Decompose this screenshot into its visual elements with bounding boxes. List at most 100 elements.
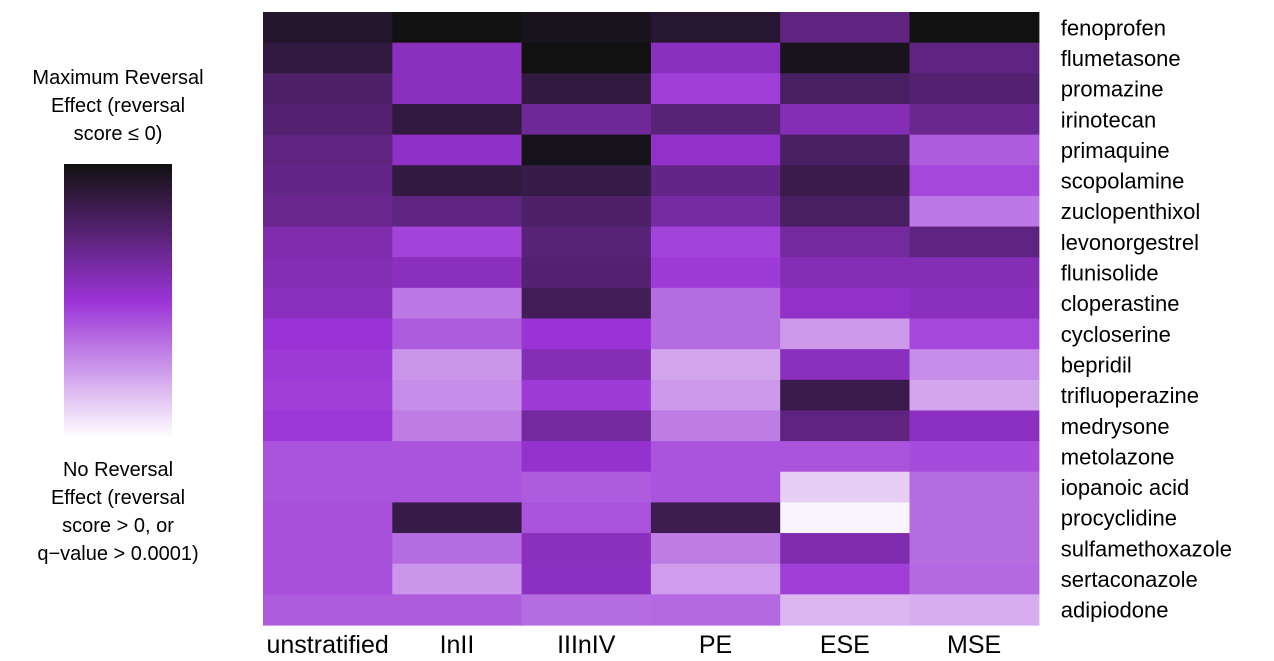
heatmap-cell-16-0 xyxy=(263,502,393,534)
heatmap-cell-8-5 xyxy=(909,257,1040,289)
heatmap-cell-3-5 xyxy=(909,103,1040,136)
heatmap-cell-1-0 xyxy=(263,42,393,74)
heatmap-cell-15-5 xyxy=(909,471,1040,503)
heatmap-cell-15-3 xyxy=(650,471,781,503)
legend-max-line-1: Maximum Reversal xyxy=(32,67,204,89)
heatmap-cell-12-2 xyxy=(521,379,652,412)
heatmap-cell-19-2 xyxy=(521,594,652,626)
row-label: adipiodone xyxy=(1061,598,1169,623)
heatmap-cell-3-2 xyxy=(521,103,652,136)
heatmap-cell-14-1 xyxy=(392,441,523,473)
heatmap-cell-14-0 xyxy=(263,441,393,473)
heatmap-row-labels: fenoprofen flumetasone promazine irinotecan… xyxy=(1061,15,1232,622)
heatmap-cell-16-1 xyxy=(392,502,523,534)
heatmap-cell-1-1 xyxy=(392,42,523,74)
row-label: cycloserine xyxy=(1061,322,1171,347)
heatmap-cell-16-2 xyxy=(521,502,652,534)
heatmap-cell-4-4 xyxy=(780,134,911,166)
heatmap-cell-4-5 xyxy=(909,134,1040,166)
heatmap-cell-5-1 xyxy=(392,165,523,197)
heatmap-cell-6-2 xyxy=(521,195,652,228)
row-label: trifluoperazine xyxy=(1061,383,1199,408)
row-label: scopolamine xyxy=(1061,169,1185,194)
heatmap-cell-1-5 xyxy=(909,42,1040,74)
row-label: flunisolide xyxy=(1061,261,1159,286)
heatmap-cell-11-4 xyxy=(780,349,911,381)
heatmap-cell-8-0 xyxy=(263,257,393,289)
heatmap-cell-5-4 xyxy=(780,165,911,197)
heatmap-cell-12-1 xyxy=(392,379,523,412)
heatmap-cell-10-2 xyxy=(521,318,652,350)
heatmap-cell-10-0 xyxy=(263,318,393,350)
heatmap-cell-17-3 xyxy=(650,533,781,565)
row-label: bepridil xyxy=(1061,352,1132,377)
row-label: levonorgestrel xyxy=(1061,230,1199,255)
row-label: metolazone xyxy=(1061,444,1175,469)
row-label: sertaconazole xyxy=(1061,567,1198,592)
heatmap-cell-4-0 xyxy=(263,134,393,166)
heatmap-cell-7-5 xyxy=(909,226,1040,258)
heatmap-cell-10-5 xyxy=(909,318,1040,350)
heatmap-cell-5-2 xyxy=(521,165,652,197)
row-label: medrysone xyxy=(1061,414,1170,439)
heatmap-cell-8-2 xyxy=(521,257,652,289)
heatmap-cell-9-3 xyxy=(650,287,781,320)
row-label: primaquine xyxy=(1061,138,1170,163)
heatmap-cell-3-1 xyxy=(392,103,523,136)
heatmap-cell-7-2 xyxy=(521,226,652,258)
heatmap-cell-0-2 xyxy=(521,12,652,44)
heatmap-cell-8-4 xyxy=(780,257,911,289)
heatmap-cell-3-0 xyxy=(263,103,393,136)
heatmap-cell-15-4 xyxy=(780,471,911,503)
heatmap-cell-0-1 xyxy=(392,12,523,44)
heatmap-cell-5-5 xyxy=(909,165,1040,197)
heatmap-cell-5-0 xyxy=(263,165,393,197)
row-label: fenoprofen xyxy=(1061,15,1166,40)
heatmap-cell-9-5 xyxy=(909,287,1040,320)
heatmap-cell-1-4 xyxy=(780,42,911,74)
heatmap-cell-8-3 xyxy=(650,257,781,289)
heatmap-cell-18-1 xyxy=(392,563,523,595)
heatmap-cell-19-1 xyxy=(392,594,523,626)
heatmap-cell-2-3 xyxy=(650,73,781,105)
column-label: unstratified xyxy=(267,631,389,659)
heatmap-cell-2-1 xyxy=(392,73,523,105)
heatmap-cell-2-0 xyxy=(263,73,393,105)
heatmap-cell-9-0 xyxy=(263,287,393,320)
heatmap-cell-9-2 xyxy=(521,287,652,320)
heatmap-cell-14-2 xyxy=(521,441,652,473)
heatmap-cell-17-0 xyxy=(263,533,393,565)
heatmap-cell-7-0 xyxy=(263,226,393,258)
heatmap-cells xyxy=(263,12,1040,626)
heatmap-cell-1-3 xyxy=(650,42,781,74)
row-label: cloperastine xyxy=(1061,291,1180,316)
heatmap-cell-6-5 xyxy=(909,195,1040,228)
heatmap-cell-13-1 xyxy=(392,410,523,442)
heatmap-cell-6-3 xyxy=(650,195,781,228)
column-label: IIInIV xyxy=(557,631,616,659)
heatmap-cell-18-3 xyxy=(650,563,781,595)
legend-max-line-2: Effect (reversal xyxy=(50,95,186,117)
heatmap-cell-17-1 xyxy=(392,533,523,565)
heatmap-cell-13-3 xyxy=(650,410,781,442)
column-label: MSE xyxy=(947,631,1001,659)
legend-min-line-4: q−value > 0.0001) xyxy=(37,543,199,565)
heatmap-cell-17-5 xyxy=(909,533,1040,565)
heatmap-cell-17-4 xyxy=(780,533,911,565)
heatmap-cell-10-3 xyxy=(650,318,781,350)
heatmap-cell-18-5 xyxy=(909,563,1040,595)
heatmap-cell-2-2 xyxy=(521,73,652,105)
heatmap-cell-13-0 xyxy=(263,410,393,442)
heatmap-cell-6-0 xyxy=(263,195,393,228)
heatmap-cell-4-1 xyxy=(392,134,523,166)
row-label: promazine xyxy=(1061,77,1164,102)
heatmap-cell-19-5 xyxy=(909,594,1040,626)
row-label: flumetasone xyxy=(1061,46,1181,71)
heatmap-column-labels: unstratified InII IIInIV PE ESE MSE xyxy=(267,631,1002,659)
legend-min-line-3: score > 0, or xyxy=(62,515,174,537)
legend-min-line-1: No Reversal xyxy=(62,459,174,481)
heatmap-cell-13-5 xyxy=(909,410,1040,442)
heatmap-cell-6-1 xyxy=(392,195,523,228)
heatmap-cell-14-3 xyxy=(650,441,781,473)
heatmap-cell-10-4 xyxy=(780,318,911,350)
